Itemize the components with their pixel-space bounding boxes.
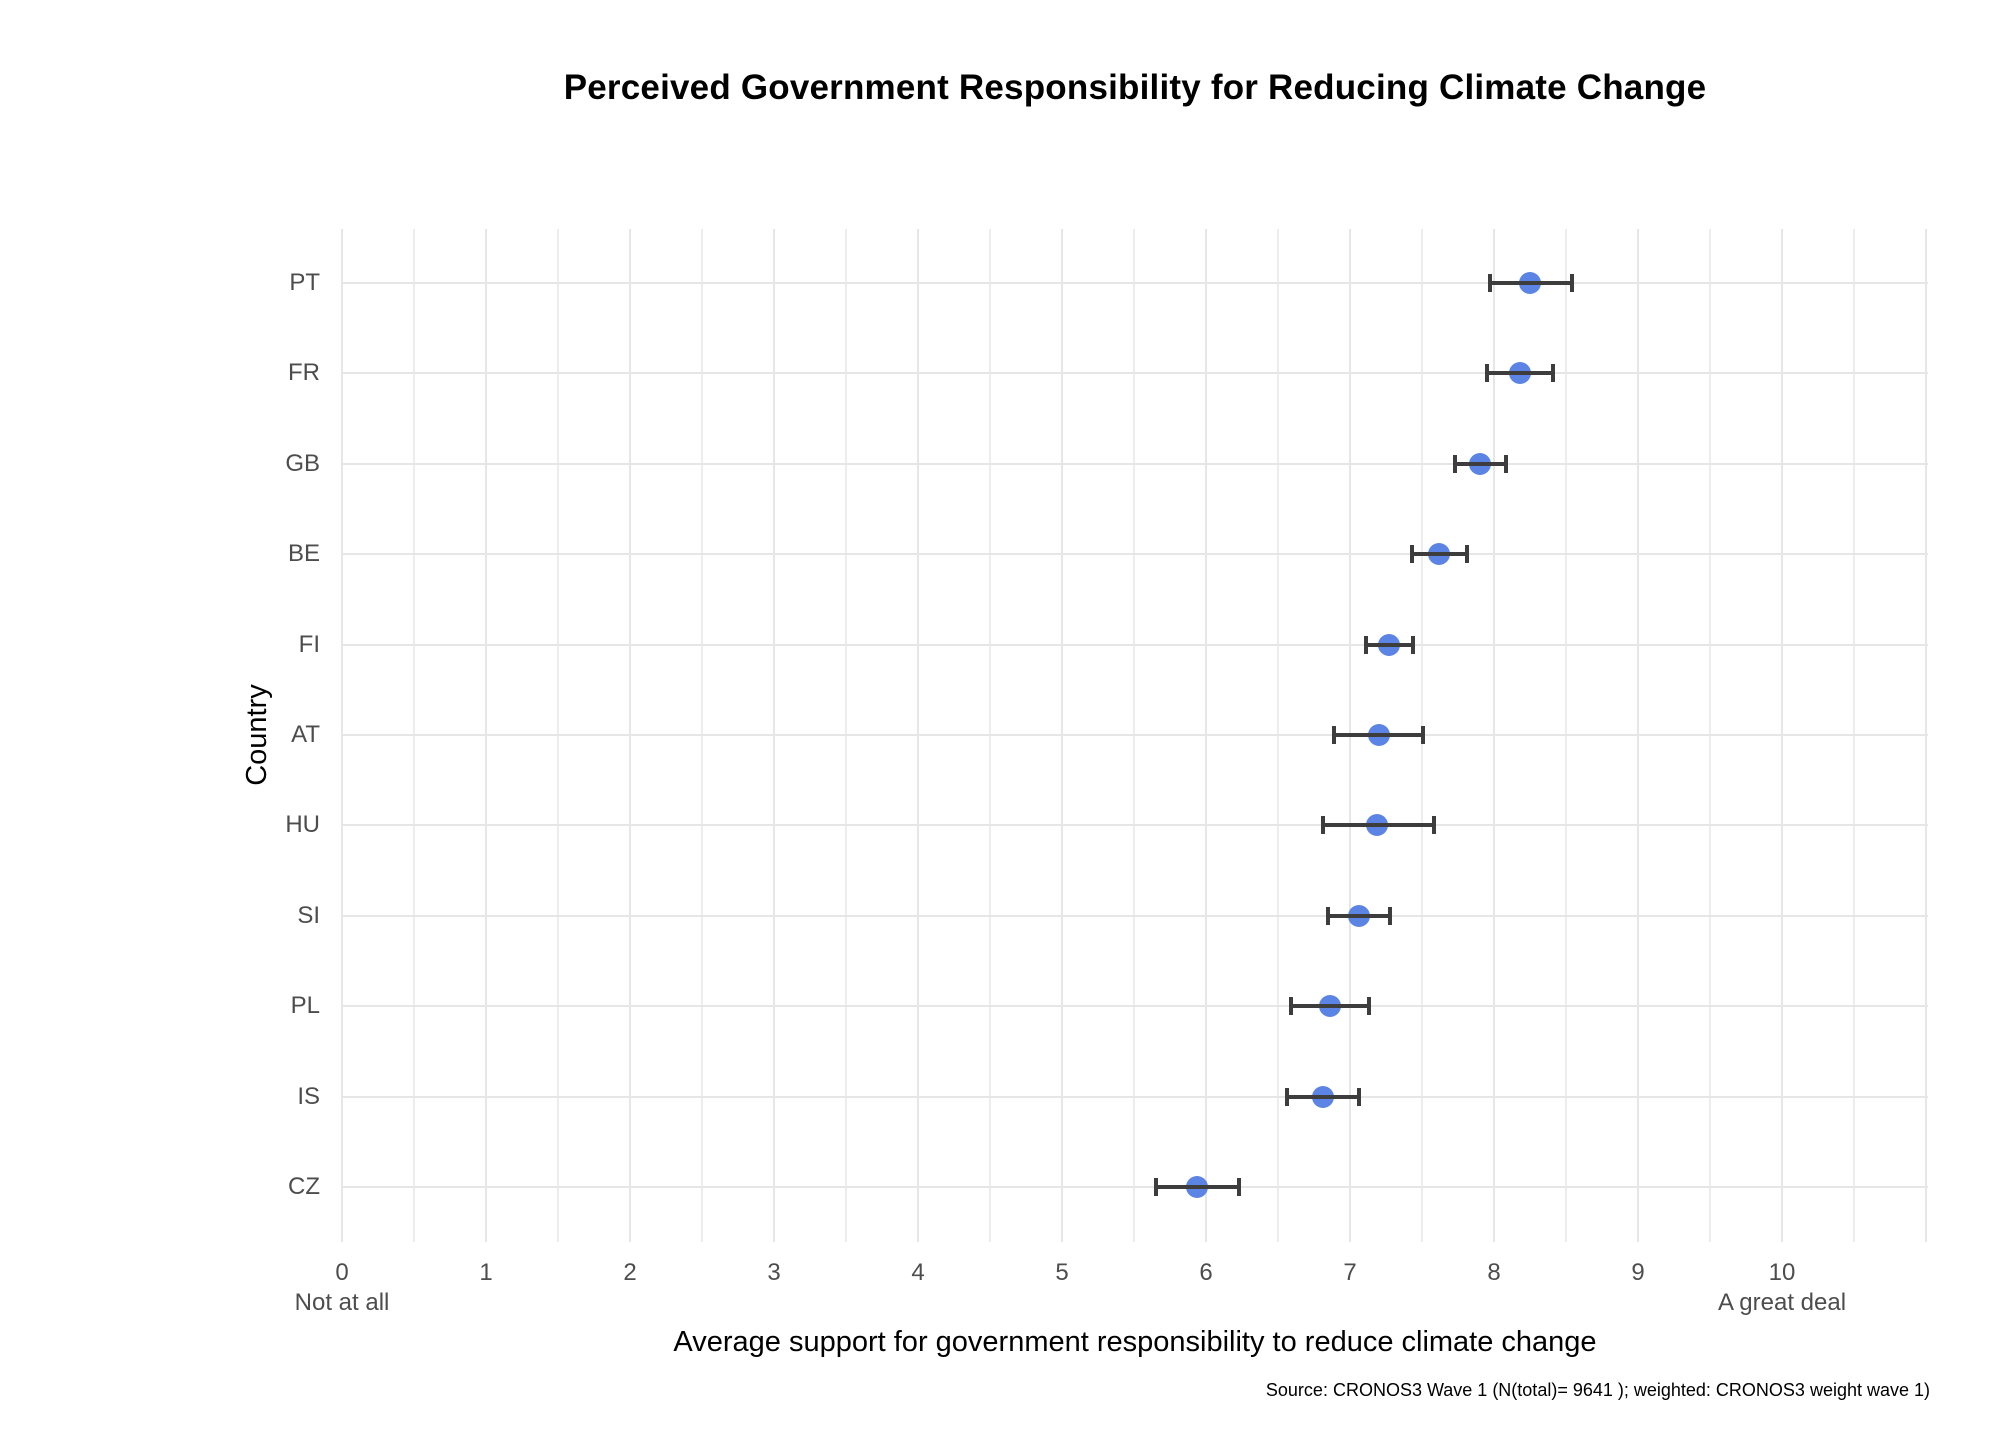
x-tick-label-10: 10 [1768, 1259, 1796, 1286]
error-bar-FR [1486, 371, 1554, 376]
error-bar-cap-left-IS [1284, 1087, 1289, 1106]
error-bar-CZ [1155, 1185, 1240, 1189]
error-bar-SI [1328, 913, 1391, 918]
error-bar-cap-left-HU [1320, 816, 1325, 835]
error-bar-cap-right-PT [1569, 274, 1574, 292]
gridline-row-CZ [342, 1186, 1928, 1188]
error-bar-cap-left-FI [1363, 635, 1368, 654]
x-tick-label-5: 5 [1055, 1259, 1069, 1286]
error-bar-PT [1489, 281, 1572, 285]
x-axis-end-label-high: A great deal [1717, 1289, 1847, 1316]
error-bar-cap-right-GB [1503, 454, 1508, 473]
x-tick-label-4: 4 [911, 1259, 925, 1286]
gridline-row-GB [342, 462, 1928, 465]
error-bar-cap-left-GB [1453, 454, 1458, 473]
x-tick-label-3: 3 [767, 1259, 781, 1286]
y-tick-label-BE: BE [287, 540, 320, 568]
error-bar-cap-right-PL [1366, 997, 1371, 1016]
error-bar-GB [1455, 461, 1506, 466]
error-bar-cap-right-AT [1421, 726, 1426, 744]
x-tick-label-2: 2 [623, 1259, 637, 1286]
error-bar-FI [1365, 642, 1414, 647]
y-tick-label-FI: FI [298, 630, 320, 658]
error-bar-cap-left-PL [1288, 997, 1293, 1016]
error-bar-cap-right-CZ [1237, 1178, 1242, 1196]
error-bar-BE [1411, 552, 1467, 557]
error-bar-cap-left-FR [1484, 364, 1489, 383]
gridline-row-FR [342, 372, 1928, 375]
error-bar-PL [1290, 1004, 1369, 1009]
x-tick-label-1: 1 [479, 1259, 493, 1286]
error-bar-cap-right-IS [1356, 1087, 1361, 1106]
gridline-row-SI [342, 914, 1928, 917]
gridline-row-HU [342, 824, 1928, 827]
error-bar-cap-right-SI [1388, 906, 1393, 925]
y-tick-label-AT: AT [291, 721, 320, 748]
x-tick-label-9: 9 [1631, 1259, 1645, 1286]
chart-title: Perceived Government Responsibility for … [563, 68, 1707, 107]
error-bar-cap-left-BE [1409, 545, 1414, 564]
x-axis-title: Average support for government responsib… [673, 1326, 1597, 1358]
gridline-row-PT [342, 282, 1928, 284]
error-bar-cap-right-FI [1411, 635, 1416, 654]
y-tick-label-HU: HU [285, 811, 320, 839]
y-tick-label-CZ: CZ [288, 1173, 320, 1200]
error-bar-cap-left-CZ [1153, 1178, 1158, 1196]
gridline-row-AT [342, 734, 1928, 736]
error-bar-cap-left-AT [1332, 726, 1337, 744]
y-tick-label-PL: PL [290, 992, 320, 1020]
error-bar-cap-left-PT [1487, 274, 1492, 292]
error-bar-cap-right-HU [1431, 816, 1436, 835]
y-tick-label-SI: SI [297, 901, 320, 929]
source-caption: Source: CRONOS3 Wave 1 (N(total)= 9641 )… [1265, 1380, 1930, 1400]
gridline-row-FI [342, 643, 1928, 646]
plot-panel [341, 229, 1928, 1242]
x-tick-label-7: 7 [1343, 1259, 1357, 1286]
error-bar-HU [1322, 823, 1434, 828]
error-bar-cap-left-SI [1326, 906, 1331, 925]
x-axis-end-label-low: Not at all [294, 1289, 390, 1316]
error-bar-cap-right-BE [1464, 545, 1469, 564]
error-bar-cap-right-FR [1551, 364, 1556, 383]
y-tick-label-GB: GB [285, 449, 320, 477]
gridline-row-PL [342, 1005, 1928, 1008]
gridline-row-BE [342, 553, 1928, 556]
x-tick-label-0: 0 [335, 1259, 349, 1286]
x-tick-label-8: 8 [1487, 1259, 1501, 1286]
y-tick-label-PT: PT [289, 269, 320, 296]
x-tick-label-6: 6 [1199, 1259, 1213, 1286]
error-bar-IS [1286, 1094, 1359, 1099]
y-tick-label-IS: IS [297, 1082, 320, 1110]
error-bar-AT [1334, 733, 1424, 737]
gridline-row-IS [342, 1095, 1928, 1098]
y-tick-label-FR: FR [288, 359, 320, 387]
